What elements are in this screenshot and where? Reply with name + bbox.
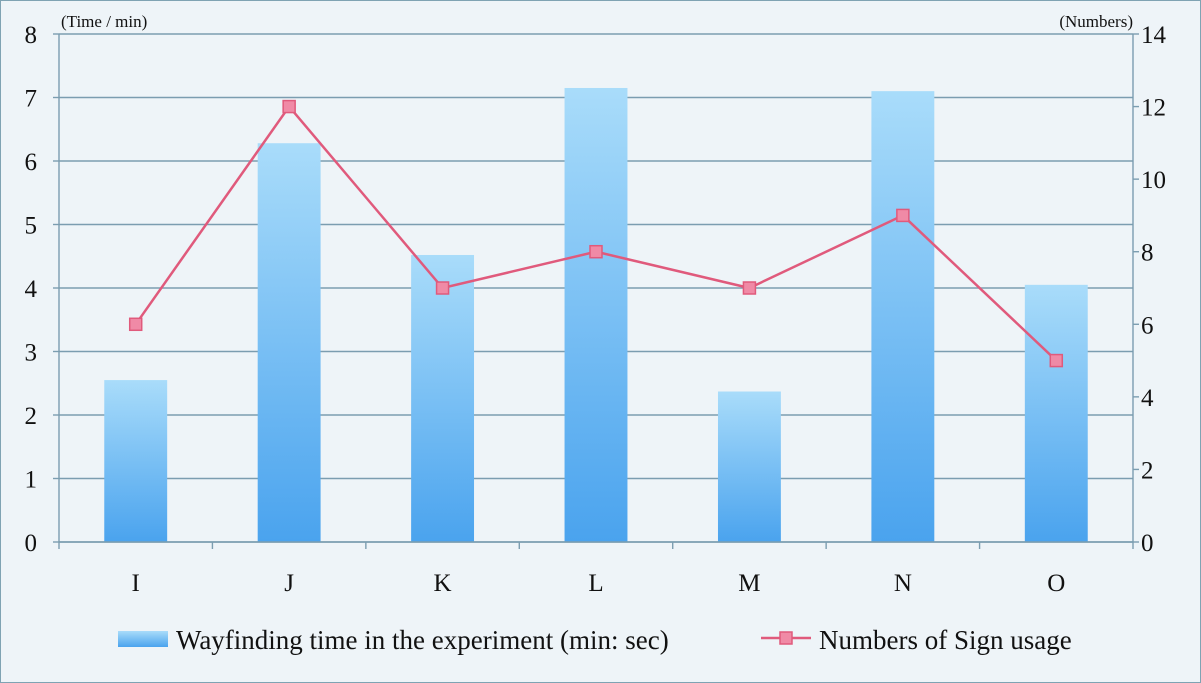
y-right-tick-label: 4 xyxy=(1141,385,1154,412)
y-right-unit-label: (Numbers) xyxy=(1059,12,1133,31)
legend-item-line: Numbers of Sign usage xyxy=(761,625,1072,655)
y-right-tick-label: 14 xyxy=(1141,22,1167,49)
bar xyxy=(564,87,628,542)
y-right-tick-label: 2 xyxy=(1141,457,1154,484)
y-left-tick-label: 1 xyxy=(25,467,38,494)
legend-line-marker xyxy=(779,631,793,645)
y-left-tick-label: 4 xyxy=(25,276,38,303)
axes xyxy=(53,33,1139,549)
y-left-tick-label: 5 xyxy=(25,213,38,240)
line-marker xyxy=(896,208,910,223)
x-tick-label: I xyxy=(132,570,140,597)
y-right-tick-label: 6 xyxy=(1141,312,1154,339)
legend: Wayfinding time in the experiment (min: … xyxy=(118,625,1072,655)
legend-bar-swatch xyxy=(118,631,168,647)
bar xyxy=(257,143,321,542)
y-left-tick-label: 0 xyxy=(25,530,38,557)
y-right-tick-label: 10 xyxy=(1141,167,1166,194)
line-marker xyxy=(282,99,296,114)
x-tick-label: N xyxy=(894,570,912,597)
line-marker xyxy=(435,281,450,295)
y-left-tick-label: 7 xyxy=(25,86,38,113)
bar xyxy=(871,91,935,543)
y-left-unit-label: (Time / min) xyxy=(61,12,147,31)
y-left-tick-label: 2 xyxy=(25,403,38,430)
line-marker xyxy=(128,317,143,332)
legend-label-bar: Wayfinding time in the experiment (min: … xyxy=(176,625,669,655)
y-right-tick-label: 0 xyxy=(1141,530,1154,557)
line-marker xyxy=(1049,353,1064,368)
line-marker xyxy=(589,244,603,259)
y-right-tick-label: 12 xyxy=(1141,95,1166,122)
bar xyxy=(104,380,168,542)
y-left-tick-label: 3 xyxy=(25,340,38,367)
bar-series xyxy=(104,87,1088,543)
legend-label-line: Numbers of Sign usage xyxy=(819,625,1072,655)
x-tick-label: L xyxy=(588,570,603,597)
x-tick-label: K xyxy=(434,570,452,597)
y-right-tick-label: 8 xyxy=(1141,240,1154,267)
y-left-tick-label: 8 xyxy=(25,22,38,49)
bar xyxy=(1024,284,1088,542)
line-series xyxy=(128,99,1064,368)
x-tick-label: O xyxy=(1047,570,1065,597)
y-left-tick-label: 6 xyxy=(25,149,38,176)
x-tick-label: M xyxy=(738,570,760,597)
bar xyxy=(717,391,781,542)
bar xyxy=(411,254,475,543)
x-tick-label: J xyxy=(284,570,294,597)
legend-item-bar: Wayfinding time in the experiment (min: … xyxy=(118,625,669,655)
line-marker xyxy=(742,281,757,295)
